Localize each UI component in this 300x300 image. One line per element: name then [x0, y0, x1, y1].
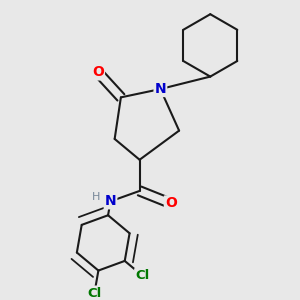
Text: Cl: Cl: [135, 269, 149, 282]
Text: N: N: [105, 194, 116, 208]
Text: O: O: [92, 65, 104, 80]
Text: N: N: [154, 82, 166, 96]
Text: O: O: [165, 196, 177, 210]
Text: H: H: [92, 192, 100, 202]
Text: Cl: Cl: [87, 286, 102, 300]
